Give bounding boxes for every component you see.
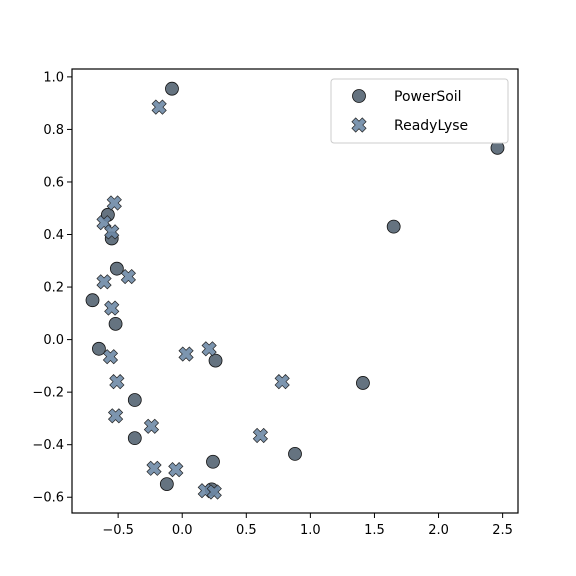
powersoil-point — [92, 341, 106, 356]
readylyse-point — [151, 99, 167, 115]
powersoil-point — [127, 431, 142, 446]
powersoil-point — [109, 261, 124, 276]
x-tick-label: 1.0 — [300, 523, 321, 538]
x-tick-label: 2.0 — [428, 523, 449, 538]
y-tick-label: 0.6 — [43, 175, 64, 190]
powersoil-point — [165, 81, 179, 96]
y-tick-label: −0.4 — [32, 438, 64, 453]
readylyse-point — [107, 408, 124, 424]
powersoil-point — [108, 316, 123, 331]
x-tick-label: 0.0 — [172, 523, 193, 538]
x-axis: −0.5 0.0 0.5 1.0 1.5 2.0 2.5 — [102, 513, 513, 538]
legend-box — [330, 78, 509, 144]
legend-label-powersoil: PowerSoil — [394, 89, 462, 105]
points-layer — [85, 81, 505, 500]
readylyse-point — [106, 195, 122, 211]
powersoil-point — [127, 393, 142, 407]
x-tick-label: 2.5 — [492, 523, 513, 538]
legend: PowerSoil ReadyLyse — [330, 78, 509, 144]
powersoil-point — [208, 353, 223, 368]
legend-circle-icon — [352, 89, 366, 103]
readylyse-point — [201, 341, 217, 357]
readylyse-point — [96, 274, 112, 290]
powersoil-point — [85, 293, 100, 308]
readylyse-point — [120, 268, 136, 285]
readylyse-point — [206, 484, 222, 500]
legend-marker-powersoil — [352, 89, 366, 103]
y-tick-label: 0.0 — [43, 333, 64, 348]
readylyse-point — [178, 346, 194, 362]
readylyse-point — [104, 300, 120, 316]
readylyse-point — [168, 462, 184, 478]
readylyse-point — [104, 224, 120, 240]
powersoil-point — [356, 376, 370, 390]
readylyse-point — [143, 418, 160, 434]
readylyse-point — [109, 374, 125, 390]
y-tick-label: −0.6 — [32, 491, 64, 506]
legend-x-icon — [351, 117, 367, 133]
readylyse-point — [146, 460, 162, 476]
x-tick-label: 1.5 — [364, 523, 385, 538]
legend-marker-readylyse — [351, 117, 367, 133]
legend-label-readylyse: ReadyLyse — [394, 118, 468, 134]
readylyse-point — [252, 427, 268, 444]
y-tick-label: 0.4 — [43, 228, 64, 243]
readylyse-point — [102, 349, 119, 365]
y-tick-label: 0.8 — [43, 123, 64, 138]
powersoil-point — [159, 477, 174, 492]
y-tick-label: −0.2 — [32, 386, 64, 401]
x-tick-label: −0.5 — [102, 523, 134, 538]
y-tick-label: 1.0 — [43, 70, 64, 85]
x-tick-label: 0.5 — [236, 523, 257, 538]
y-tick-label: 0.2 — [43, 281, 64, 296]
powersoil-point — [206, 454, 220, 469]
readylyse-point — [274, 374, 290, 390]
y-axis: −0.6 −0.4 −0.2 0.0 0.2 0.4 0.6 0.8 1.0 — [32, 70, 72, 506]
powersoil-point — [386, 219, 401, 234]
powersoil-point — [288, 446, 302, 461]
